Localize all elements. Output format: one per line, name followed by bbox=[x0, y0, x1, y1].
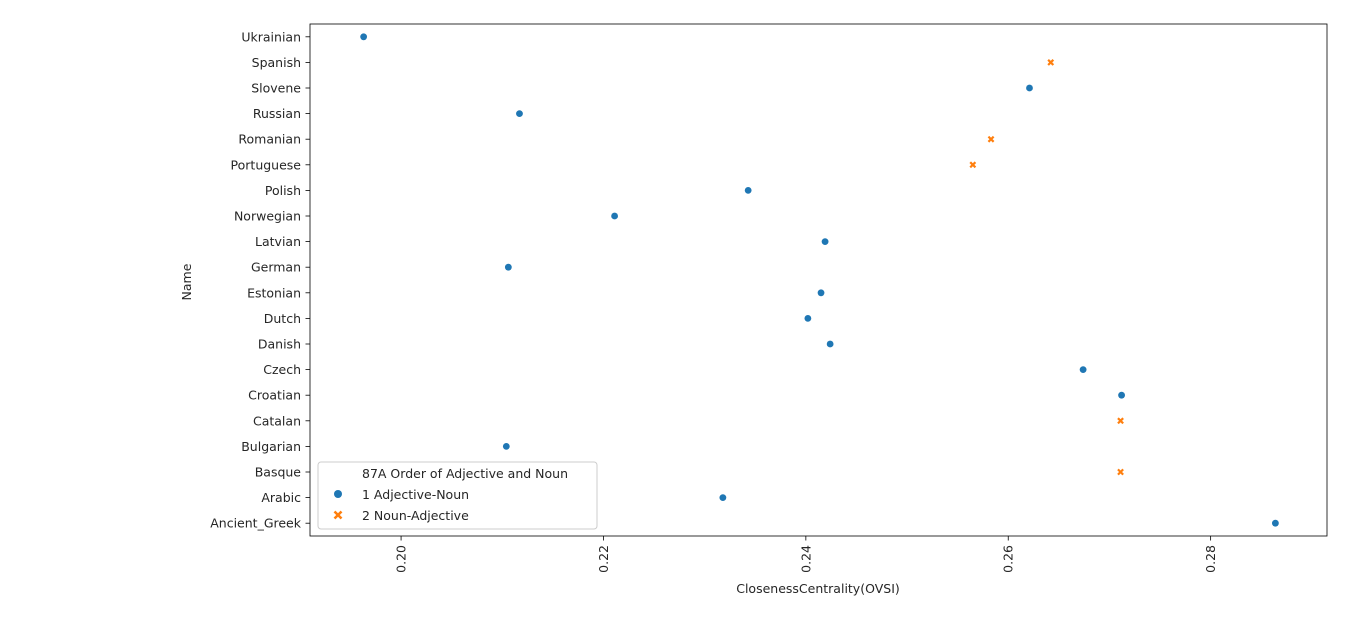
y-tick-label: Arabic bbox=[261, 490, 301, 505]
x-tick-label: 0.26 bbox=[1001, 545, 1016, 573]
data-point-russian bbox=[516, 110, 523, 117]
y-tick-label: Russian bbox=[253, 106, 301, 121]
x-tick-label: 0.24 bbox=[798, 545, 813, 573]
data-point-catalan bbox=[1117, 417, 1124, 425]
legend-marker-noun-adjective bbox=[333, 510, 343, 520]
data-point-arabic bbox=[719, 494, 727, 501]
x-tick-label: 0.22 bbox=[596, 545, 611, 573]
x-axis: 0.20 0.22 0.24 0.26 0.28 bbox=[394, 536, 1218, 573]
legend-marker-adjective-noun bbox=[334, 490, 342, 498]
y-tick-label: Slovene bbox=[251, 81, 301, 96]
x-tick-label: 0.28 bbox=[1203, 545, 1218, 573]
y-tick-label: Portuguese bbox=[231, 157, 302, 172]
y-tick-label: Catalan bbox=[253, 413, 301, 428]
y-tick-label: Latvian bbox=[255, 234, 301, 249]
legend: 87A Order of Adjective and Noun 1 Adject… bbox=[317, 461, 598, 530]
y-tick-label: Czech bbox=[263, 362, 301, 377]
data-point-czech bbox=[1079, 366, 1087, 373]
x-tick-label: 0.20 bbox=[394, 545, 409, 573]
legend-label-adjective-noun: 1 Adjective-Noun bbox=[362, 487, 469, 502]
data-point-romanian bbox=[987, 135, 995, 143]
data-point-spanish bbox=[1047, 59, 1055, 66]
plot-background bbox=[310, 24, 1327, 536]
y-tick-label: Ancient_Greek bbox=[210, 516, 302, 531]
legend-title: 87A Order of Adjective and Noun bbox=[362, 466, 568, 481]
y-tick-label: Estonian bbox=[247, 285, 301, 300]
y-axis-title: Name bbox=[179, 263, 194, 300]
y-tick-label: Dutch bbox=[264, 311, 301, 326]
y-tick-label: Norwegian bbox=[234, 209, 301, 224]
y-axis: Ukrainian Spanish Slovene Russian Romanian Po… bbox=[210, 29, 310, 531]
y-tick-label: Romanian bbox=[238, 132, 301, 147]
y-tick-label: Spanish bbox=[252, 55, 301, 70]
data-point-slovene bbox=[1026, 84, 1033, 92]
legend-box bbox=[317, 461, 598, 530]
data-point-bulgarian bbox=[502, 443, 510, 450]
data-point-latvian bbox=[821, 238, 829, 246]
data-points bbox=[360, 33, 1279, 527]
y-tick-label: Ukrainian bbox=[241, 29, 301, 44]
y-tick-label: Bulgarian bbox=[241, 439, 301, 454]
data-point-danish bbox=[826, 340, 834, 348]
x-axis-title: ClosenessCentrality(OVSI) bbox=[736, 581, 900, 596]
data-point-polish bbox=[744, 187, 752, 194]
data-point-dutch bbox=[804, 315, 812, 322]
data-point-german bbox=[504, 263, 512, 271]
y-tick-label: Danish bbox=[258, 337, 301, 352]
data-point-basque bbox=[1117, 468, 1124, 476]
data-point-croatian bbox=[1118, 391, 1125, 399]
y-tick-label: Polish bbox=[265, 183, 301, 198]
plot-frame bbox=[309, 23, 1328, 537]
data-point-estonian bbox=[817, 289, 825, 297]
data-point-ancient-greek bbox=[1271, 519, 1279, 527]
data-point-norwegian bbox=[611, 212, 618, 220]
y-tick-label: German bbox=[251, 260, 301, 275]
y-tick-label: Croatian bbox=[248, 388, 301, 403]
legend-label-noun-adjective: 2 Noun-Adjective bbox=[362, 508, 469, 523]
data-point-portuguese bbox=[969, 161, 977, 169]
data-point-ukrainian bbox=[360, 33, 368, 41]
y-tick-label: Basque bbox=[255, 465, 302, 480]
